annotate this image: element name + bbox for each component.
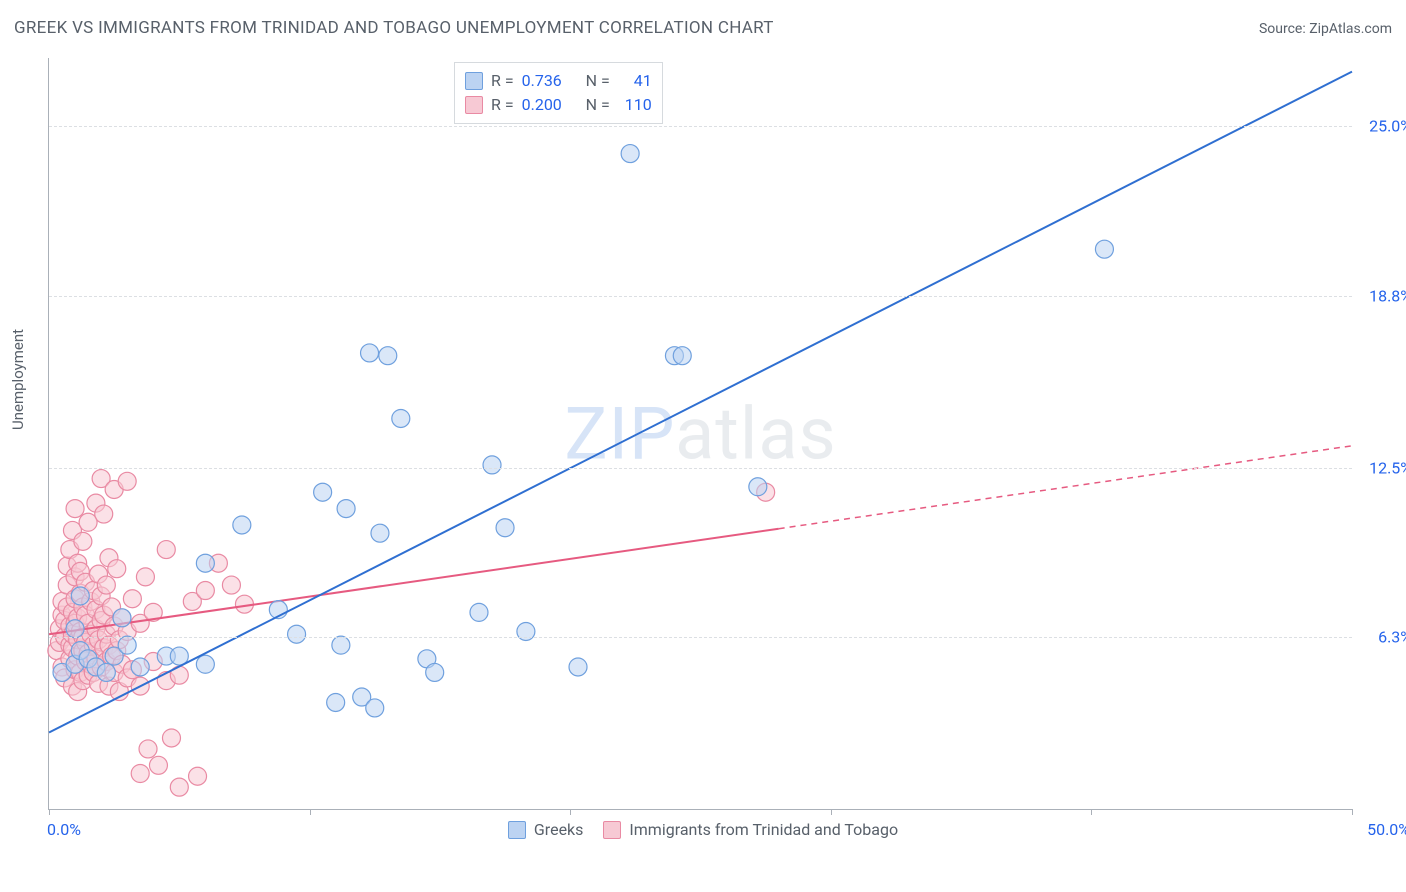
y-axis-title: Unemployment (9, 329, 27, 430)
data-point-greeks (361, 344, 379, 362)
data-point-trinidad (123, 590, 141, 608)
data-point-greeks (371, 524, 389, 542)
legend-n-value-trinidad: 110 (618, 93, 652, 117)
data-point-greeks (379, 347, 397, 365)
x-tick (1352, 809, 1353, 815)
data-point-greeks (196, 554, 214, 572)
data-point-greeks (233, 516, 251, 534)
data-point-greeks (366, 699, 384, 717)
data-point-trinidad (131, 764, 149, 782)
data-point-greeks (332, 636, 350, 654)
series-legend: Greeks Immigrants from Trinidad and Tobag… (0, 820, 1406, 843)
plot-area: ZIPatlas 6.3%12.5%18.8%25.0%0.0%50.0% (48, 58, 1352, 810)
x-tick (310, 809, 311, 815)
y-tick-label: 25.0% (1360, 117, 1406, 136)
trend-line-greeks (49, 72, 1352, 733)
data-point-greeks (288, 625, 306, 643)
legend-series-item-greeks: Greeks (508, 820, 584, 839)
data-point-greeks (470, 603, 488, 621)
gridline (49, 126, 1352, 127)
legend-correlation-row-greeks: R = 0.736 N = 41 (465, 69, 652, 93)
data-point-greeks (483, 456, 501, 474)
data-point-trinidad (108, 560, 126, 578)
legend-r-value-trinidad: 0.200 (522, 93, 578, 117)
legend-r-label: R = (491, 69, 514, 93)
data-point-greeks (1095, 240, 1113, 258)
data-point-greeks (496, 519, 514, 537)
data-point-trinidad (118, 472, 136, 490)
legend-correlation-row-trinidad: R = 0.200 N = 110 (465, 93, 652, 117)
data-point-greeks (131, 658, 149, 676)
data-point-trinidad (95, 505, 113, 523)
gridline (49, 468, 1352, 469)
data-point-greeks (97, 663, 115, 681)
trend-line-trinidad-extrapolated (779, 446, 1352, 529)
data-point-greeks (749, 478, 767, 496)
legend-series-label-trinidad: Immigrants from Trinidad and Tobago (629, 820, 898, 839)
gridline (49, 637, 1352, 638)
x-tick (831, 809, 832, 815)
data-point-greeks (569, 658, 587, 676)
data-point-greeks (118, 636, 136, 654)
chart-header: GREEK VS IMMIGRANTS FROM TRINIDAD AND TO… (14, 18, 1392, 38)
legend-n-label: N = (586, 93, 610, 117)
y-tick-label: 6.3% (1360, 627, 1406, 646)
legend-r-label: R = (491, 93, 514, 117)
data-point-greeks (66, 620, 84, 638)
data-point-greeks (71, 587, 89, 605)
y-tick-label: 12.5% (1360, 458, 1406, 477)
chart-title: GREEK VS IMMIGRANTS FROM TRINIDAD AND TO… (14, 18, 774, 38)
x-tick (570, 809, 571, 815)
source-attribution: Source: ZipAtlas.com (1259, 21, 1392, 37)
x-tick (49, 809, 50, 815)
legend-swatch-greeks (508, 821, 526, 839)
data-point-trinidad (157, 541, 175, 559)
data-point-trinidad (149, 756, 167, 774)
legend-r-value-greeks: 0.736 (522, 69, 578, 93)
data-point-greeks (196, 655, 214, 673)
legend-n-value-greeks: 41 (618, 69, 652, 93)
data-point-greeks (337, 500, 355, 518)
data-point-trinidad (222, 576, 240, 594)
legend-n-label: N = (586, 69, 610, 93)
legend-swatch-trinidad (465, 96, 483, 114)
data-point-greeks (426, 663, 444, 681)
legend-swatch-trinidad (603, 821, 621, 839)
chart-svg (49, 58, 1352, 809)
legend-series-item-trinidad: Immigrants from Trinidad and Tobago (603, 820, 898, 839)
data-point-trinidad (196, 582, 214, 600)
data-point-trinidad (74, 532, 92, 550)
y-tick-label: 18.8% (1360, 286, 1406, 305)
legend-swatch-greeks (465, 72, 483, 90)
data-point-trinidad (66, 500, 84, 518)
data-point-trinidad (139, 740, 157, 758)
data-point-greeks (673, 347, 691, 365)
data-point-trinidad (189, 767, 207, 785)
legend-series-label-greeks: Greeks (534, 820, 584, 839)
x-tick (1091, 809, 1092, 815)
data-point-greeks (314, 483, 332, 501)
data-point-trinidad (162, 729, 180, 747)
data-point-greeks (621, 145, 639, 163)
data-point-trinidad (97, 576, 115, 594)
correlation-legend: R = 0.736 N = 41 R = 0.200 N = 110 (454, 62, 663, 124)
data-point-greeks (327, 693, 345, 711)
data-point-greeks (392, 409, 410, 427)
data-point-trinidad (170, 778, 188, 796)
data-point-greeks (113, 609, 131, 627)
data-point-trinidad (136, 568, 154, 586)
gridline (49, 296, 1352, 297)
